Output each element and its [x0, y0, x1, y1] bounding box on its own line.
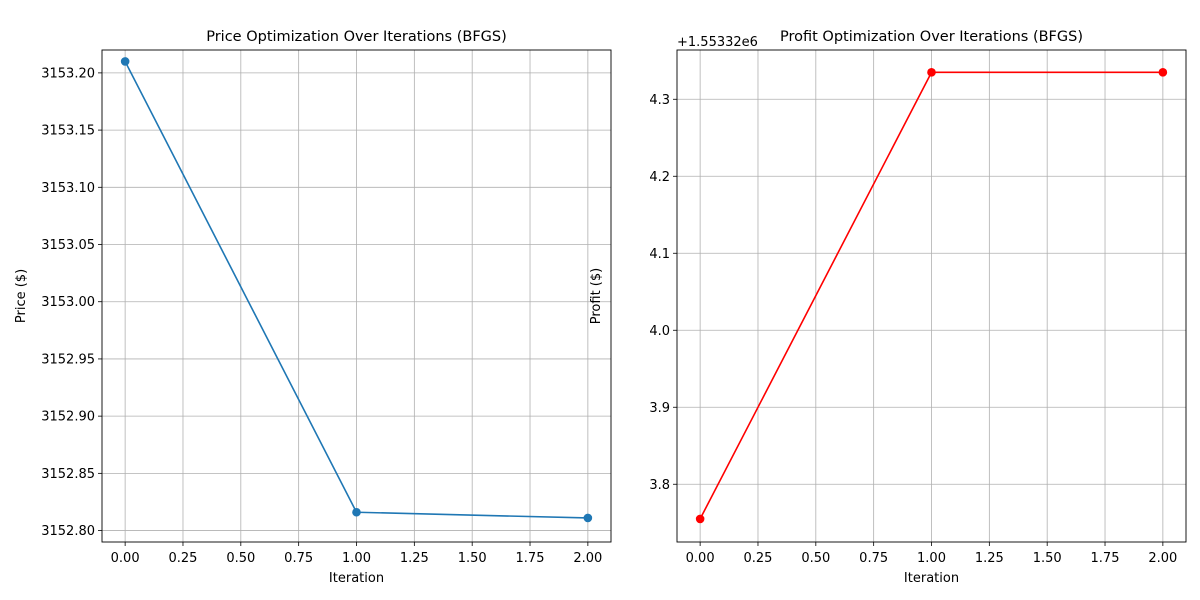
x-tick-label: 1.25 [400, 551, 429, 566]
y-tick-label: 3153.20 [41, 66, 95, 81]
x-tick-label: 2.00 [573, 551, 602, 566]
y-axis-ticks: 3152.80 3152.85 3152.90 3152.95 3153.00 3153.… [41, 66, 102, 539]
x-tick-label: 1.50 [458, 551, 487, 566]
y-axis-offset-text: +1.55332e6 [677, 35, 758, 50]
series-1 [120, 57, 593, 523]
y-tick-label: 3.9 [649, 401, 670, 416]
x-axis-ticks: 0.00 0.25 0.50 0.75 1.00 1.25 1.50 1.75 2.00 [111, 542, 602, 566]
y-axis-label: Profit ($) [589, 268, 604, 324]
x-tick-label: 0.25 [169, 551, 198, 566]
x-tick-label: 1.50 [1033, 551, 1062, 566]
x-tick-label: 2.00 [1148, 551, 1177, 566]
y-tick-label: 3153.05 [41, 238, 95, 253]
x-tick-label: 0.50 [226, 551, 255, 566]
x-tick-label: 0.00 [686, 551, 715, 566]
x-tick-label: 1.75 [516, 551, 545, 566]
x-tick-label: 0.00 [111, 551, 140, 566]
x-tick-label: 0.25 [744, 551, 773, 566]
chart-2: 0.00 0.25 0.50 0.75 1.00 1.25 1.50 1.75 2.003.83… [589, 29, 1187, 586]
data-point [695, 514, 705, 524]
data-point [927, 68, 936, 77]
data-point [583, 513, 593, 523]
plot-frame [676, 49, 1187, 543]
y-tick-label: 3152.90 [41, 410, 95, 425]
y-tick-label: 3152.85 [41, 467, 95, 482]
y-tick-label: 3152.95 [41, 352, 95, 367]
y-tick-label: 3.8 [649, 478, 670, 493]
x-tick-label: 1.00 [342, 551, 371, 566]
data-point [352, 507, 361, 517]
y-tick-label: 4.3 [649, 93, 670, 108]
plot-frame [101, 49, 612, 543]
x-tick-label: 1.25 [975, 551, 1004, 566]
grid [102, 50, 611, 542]
grid [677, 50, 1186, 542]
chart-1: 0.00 0.25 0.50 0.75 1.00 1.25 1.50 1.75 2.00 3152… [14, 29, 612, 586]
y-tick-label: 3153.10 [41, 181, 95, 196]
y-tick-label: 4.0 [649, 324, 670, 339]
y-axis-label: Price ($) [14, 269, 29, 323]
y-tick-label: 4.1 [649, 247, 670, 262]
x-tick-label: 1.75 [1091, 551, 1120, 566]
y-tick-label: 3153.15 [41, 124, 95, 139]
x-tick-label: 0.75 [284, 551, 313, 566]
y-axis-ticks: 3.8 3.9 4.0 4.1 4.2 4.3 [649, 93, 677, 493]
series-1 [695, 68, 1168, 524]
x-axis-label: Iteration [329, 571, 384, 586]
data-point [120, 57, 130, 66]
y-tick-label: 3153.00 [41, 295, 95, 310]
x-tick-label: 0.50 [801, 551, 830, 566]
x-axis-label: Iteration [904, 571, 959, 586]
y-tick-label: 3152.80 [41, 524, 95, 539]
x-tick-label: 0.75 [859, 551, 888, 566]
y-tick-label: 4.2 [649, 170, 670, 185]
chart-title: Price Optimization Over Iterations (BFGS… [206, 29, 507, 45]
data-point [1158, 68, 1168, 77]
x-axis-ticks: 0.00 0.25 0.50 0.75 1.00 1.25 1.50 1.75 2.00 [686, 542, 1177, 566]
chart-title: Profit Optimization Over Iterations (BFG… [780, 29, 1083, 45]
x-tick-label: 1.00 [917, 551, 946, 566]
